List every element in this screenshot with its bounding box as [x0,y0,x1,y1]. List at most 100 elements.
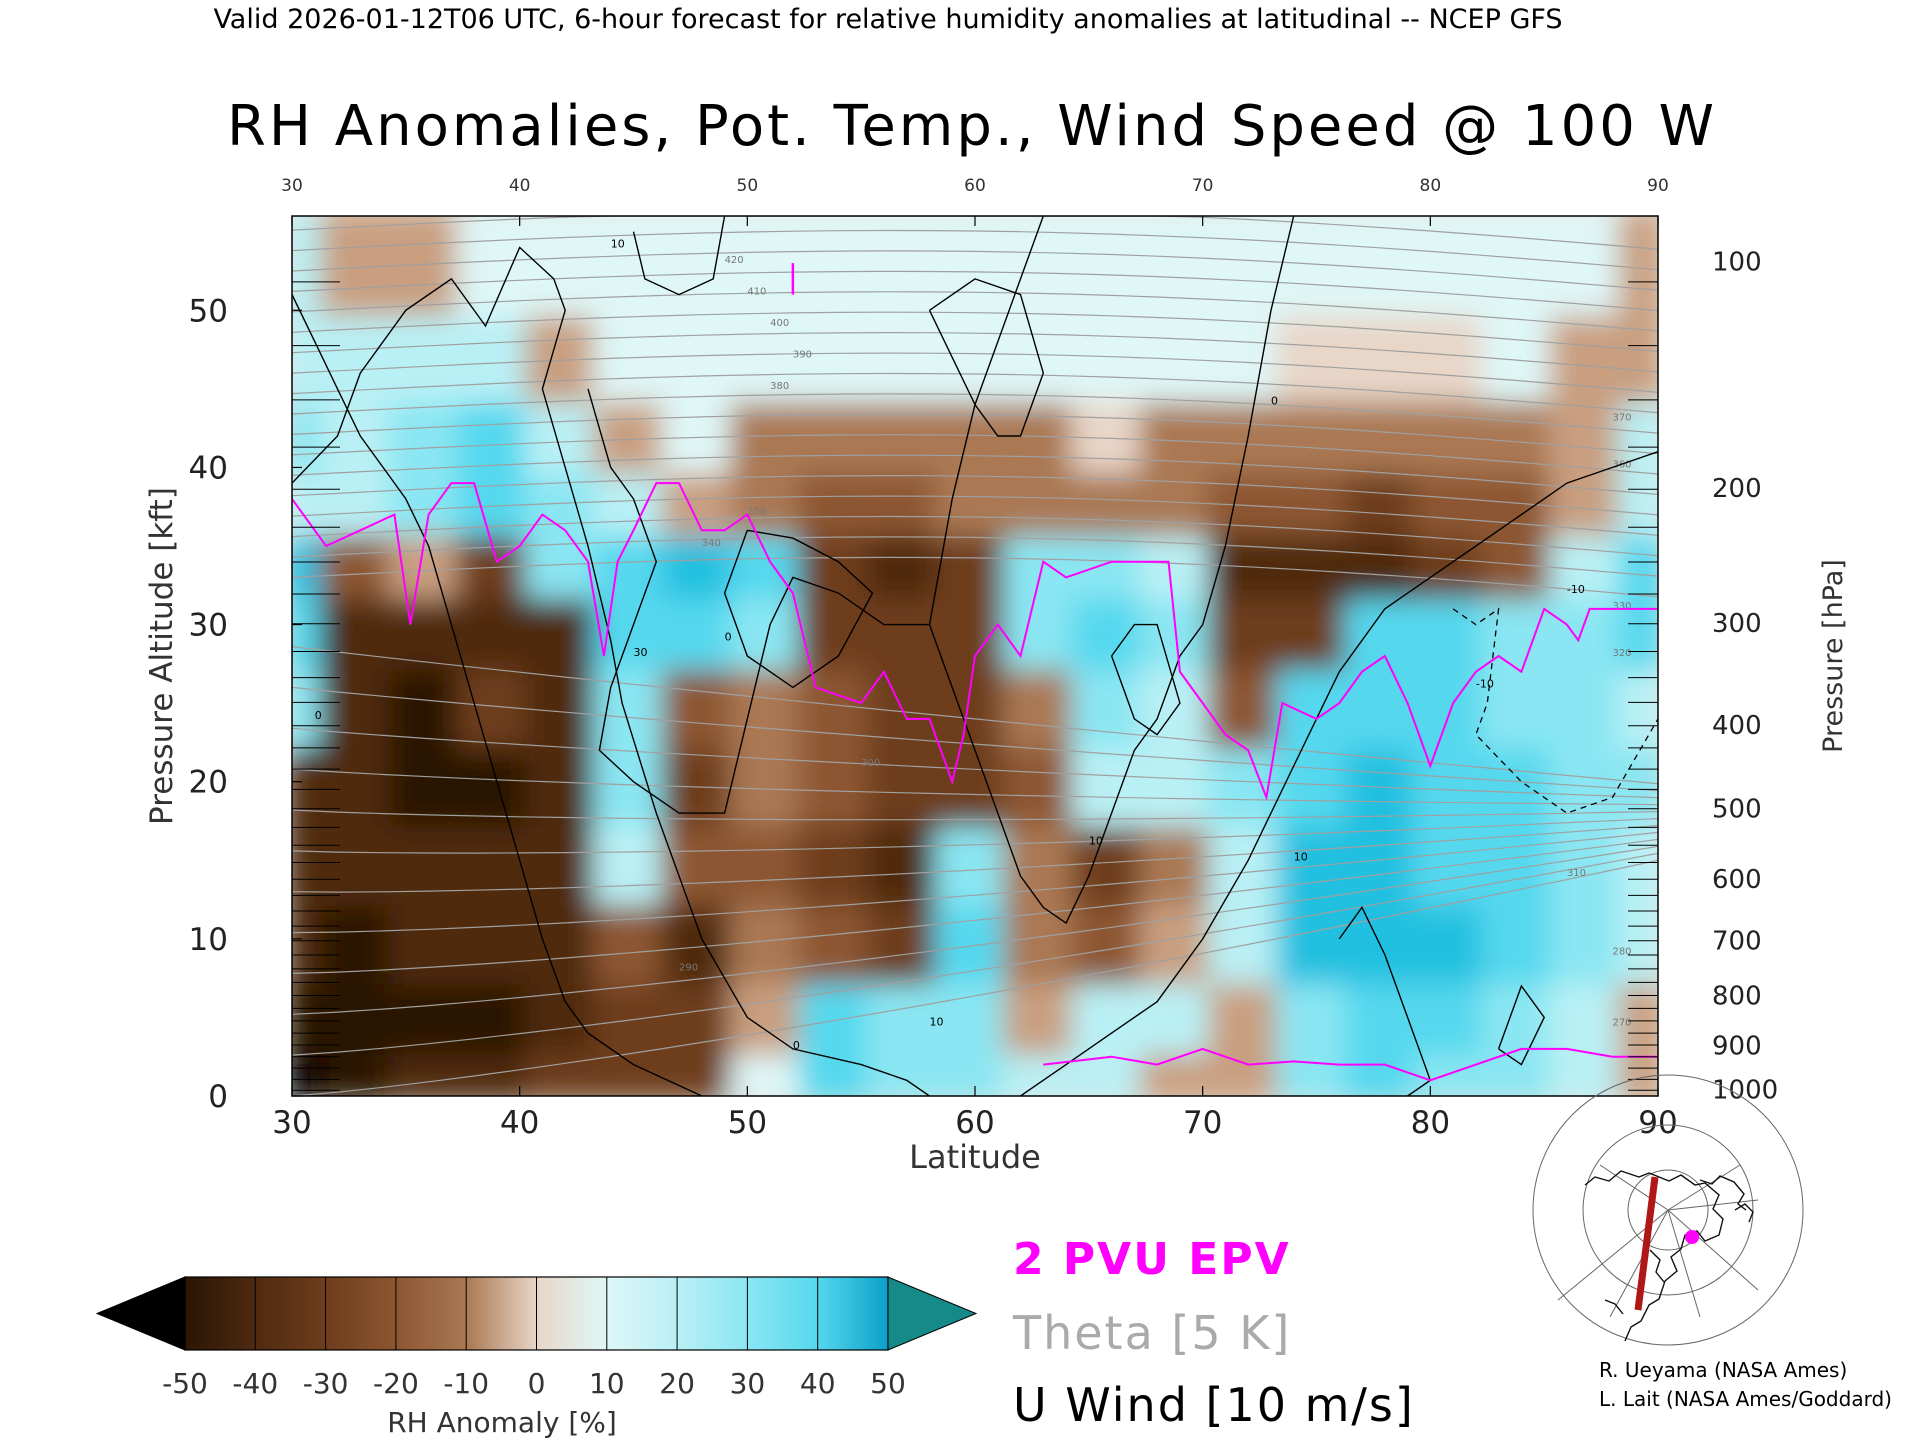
theta-line [292,331,1658,373]
rh-cell [1412,972,1494,1055]
rh-cell [661,304,742,403]
top-x-tick-label: 80 [1420,176,1442,196]
rh-cell [934,815,1016,906]
pressure-tick-label: 900 [1712,1032,1762,1062]
rh-cell [866,587,947,670]
rh-cell [798,587,879,670]
rh-cell [456,461,538,537]
colorbar-segment [536,1277,608,1350]
theta-line [292,372,1658,414]
theta-label: 350 [747,507,766,518]
theta-label: 400 [770,318,789,329]
y-axis-label: Pressure Altitude [kft] [144,487,180,825]
theta-line [292,474,1658,516]
theta-line [292,270,1658,312]
rh-cell [866,815,947,906]
theta-line [292,515,1658,557]
u-wind-label: -10 [1567,583,1585,596]
rh-cell [388,390,469,474]
pressure-tick-label: 600 [1712,865,1762,895]
rh-cell [456,815,538,906]
epv-line [292,482,1658,802]
u-wind-line [1497,984,1546,1066]
x-axis-label: Latitude [909,1138,1041,1176]
colorbar-segment [185,1277,256,1350]
theta-label: 370 [1612,412,1631,423]
colorbar-tick-label: 40 [800,1367,836,1400]
colorbar-tick-label: -30 [303,1367,349,1400]
rh-cell [1139,216,1221,317]
rh-cell [866,657,947,749]
top-x-tick-label: 70 [1192,176,1214,196]
x-tick-label: 40 [500,1105,539,1141]
colorbar-tick-label: -20 [373,1367,419,1400]
theta-line [292,809,1658,821]
u-wind-label: 10 [929,1015,943,1028]
theta-line [292,291,1658,332]
rh-cell [866,736,947,827]
rh-cell [388,216,469,317]
plot-ticks [291,216,1659,1097]
rh-cell [1481,657,1562,749]
pressure-tick-label: 100 [1712,248,1762,278]
theta-line [292,686,1658,792]
theta-contours: 2702802903003103203303403503603703803904… [292,216,1658,1096]
rh-cell [388,972,469,1055]
rh-cell [1208,587,1289,670]
rh-cell [1003,736,1084,827]
rh-cell [593,304,674,403]
rh-cell [1208,304,1289,403]
colorbar-segment [747,1277,819,1350]
map-coastlines [1584,1170,1754,1342]
u-wind-line-negative [1452,607,1658,814]
pressure-tick-label: 700 [1712,926,1762,956]
y-tick-label: 30 [189,608,228,644]
colorbar-tick-label: -10 [443,1367,489,1400]
rh-cell [1139,972,1221,1055]
rh-cell [729,972,811,1055]
map-graticule [1532,1074,1804,1346]
rh-cell [661,815,742,906]
colorbar-segment [466,1277,537,1350]
rh-cell [1003,657,1084,749]
rh-cell [1003,587,1084,670]
rh-cell [798,736,879,827]
theta-line [292,454,1658,495]
rh-cell [1549,304,1630,403]
rh-cell [593,893,674,985]
rh-cell [934,893,1016,985]
colorbar-segment [255,1277,327,1350]
theta-label: 310 [1567,868,1586,879]
u-wind-line [1020,451,1658,1096]
colorbar-segment [817,1277,889,1350]
rh-cell [661,657,742,749]
theta-label: 280 [1612,947,1631,958]
rh-cell [388,461,469,537]
rh-cell [1276,524,1357,600]
theta-line [292,831,1658,934]
rh-cell [1412,587,1494,670]
theta-label: 340 [702,538,721,549]
u-wind-label: 10 [1089,835,1103,848]
colorbar-tick-label: -50 [162,1367,208,1400]
colorbar-tick-label: -40 [232,1367,278,1400]
rh-cell [729,815,811,906]
rh-cell [1276,815,1357,906]
rh-cell [1617,815,1658,906]
map-section-line [1634,1176,1659,1311]
rh-cell [1549,657,1630,749]
pressure-tick-label: 1000 [1712,1076,1778,1106]
rh-cell [525,893,606,985]
rh-cell [1549,216,1630,317]
rh-cell [456,972,538,1055]
u-wind-label: 10 [1294,850,1308,863]
u-wind-label: 0 [725,630,732,643]
colorbar-segment [325,1277,397,1350]
theta-line [292,229,1658,271]
u-wind-line [928,278,1045,437]
theta-label: 410 [747,287,766,298]
rh-cell [1481,972,1562,1055]
rh-cell [729,587,811,670]
credit-line-1: R. Ueyama (NASA Ames) [1599,1358,1847,1382]
